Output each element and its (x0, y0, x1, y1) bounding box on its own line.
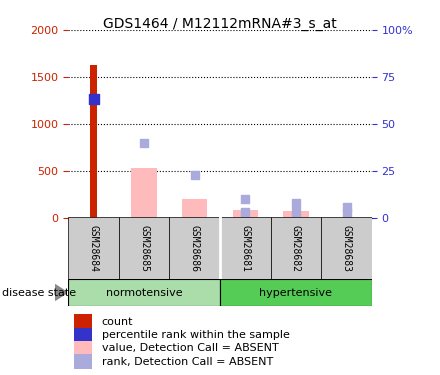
Text: GSM28683: GSM28683 (341, 225, 352, 272)
Text: GSM28685: GSM28685 (139, 225, 149, 272)
Point (293, 209, 300, 215)
Text: disease state: disease state (2, 288, 76, 297)
Point (191, 172, 198, 178)
Bar (233, 210, 258, 218)
Text: hypertensive: hypertensive (260, 288, 332, 297)
Bar (90, 64, 97, 218)
Bar (271, 217, 321, 279)
Bar (74, 328, 92, 343)
Polygon shape (55, 285, 67, 300)
Bar (68, 279, 220, 306)
Point (343, 210, 350, 216)
Point (141, 141, 148, 147)
Bar (74, 341, 92, 356)
Text: value, Detection Call = ABSENT: value, Detection Call = ABSENT (102, 344, 279, 354)
Bar (119, 217, 169, 279)
Text: percentile rank within the sample: percentile rank within the sample (102, 330, 290, 340)
Text: GSM28686: GSM28686 (190, 225, 200, 272)
Point (343, 204, 350, 210)
Text: GDS1464 / M12112mRNA#3_s_at: GDS1464 / M12112mRNA#3_s_at (103, 17, 337, 31)
Bar (74, 315, 92, 330)
Point (242, 209, 249, 215)
Bar (68, 217, 119, 279)
Point (293, 200, 300, 206)
Bar (182, 199, 207, 217)
Point (242, 196, 249, 202)
Bar (283, 211, 308, 218)
Text: normotensive: normotensive (106, 288, 183, 297)
Text: rank, Detection Call = ABSENT: rank, Detection Call = ABSENT (102, 357, 273, 367)
Bar (220, 217, 271, 279)
Text: GSM28684: GSM28684 (88, 225, 99, 272)
Bar (321, 217, 372, 279)
Point (90, 96, 97, 102)
Bar (169, 217, 220, 279)
Text: count: count (102, 317, 133, 327)
Bar (220, 279, 372, 306)
Text: GSM28681: GSM28681 (240, 225, 250, 272)
Bar (74, 354, 92, 369)
Bar (132, 168, 157, 217)
Text: GSM28682: GSM28682 (291, 225, 301, 272)
